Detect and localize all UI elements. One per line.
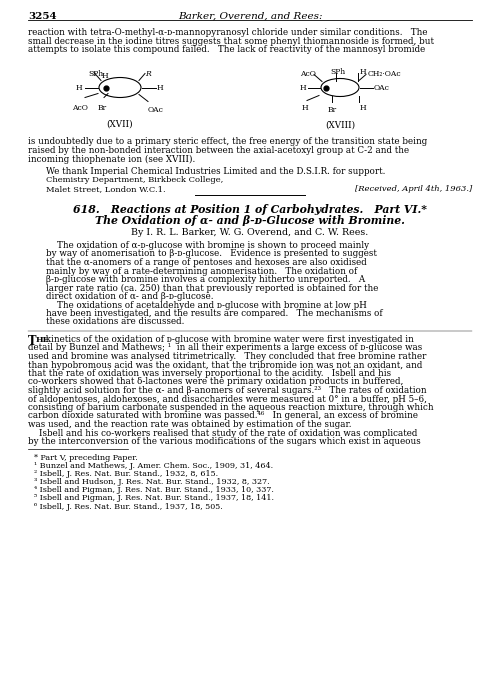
Text: AcO: AcO bbox=[72, 103, 88, 111]
Text: By I. R. L. Barker, W. G. Overend, and C. W. Rees.: By I. R. L. Barker, W. G. Overend, and C… bbox=[132, 228, 368, 237]
Text: slightly acid solution for the α- and β-anomers of several sugars.²³   The rates: slightly acid solution for the α- and β-… bbox=[28, 386, 426, 395]
Text: R: R bbox=[145, 69, 151, 77]
Text: ⁴ Isbell and Pigman, J. Res. Nat. Bur. Stand., 1933, 10, 337.: ⁴ Isbell and Pigman, J. Res. Nat. Bur. S… bbox=[34, 486, 274, 494]
Text: H: H bbox=[300, 84, 306, 92]
Text: H: H bbox=[360, 103, 366, 111]
Text: SPh: SPh bbox=[88, 69, 104, 77]
Text: H: H bbox=[102, 73, 108, 81]
Text: H: H bbox=[360, 69, 366, 77]
Text: reaction with tetra-Ο-methyl-α-ᴅ-mannopyranosyl chloride under similar condition: reaction with tetra-Ο-methyl-α-ᴅ-mannopy… bbox=[28, 28, 427, 37]
Text: Br: Br bbox=[328, 105, 337, 113]
Text: ⁵ Isbell and Pigman, J. Res. Nat. Bur. Stand., 1937, 18, 141.: ⁵ Isbell and Pigman, J. Res. Nat. Bur. S… bbox=[34, 494, 274, 502]
Text: Br: Br bbox=[98, 103, 107, 111]
Text: carbon dioxide saturated with bromine was passed.⁴⁶   In general, an excess of b: carbon dioxide saturated with bromine wa… bbox=[28, 411, 418, 420]
Text: * Part V, preceding Paper.: * Part V, preceding Paper. bbox=[34, 454, 138, 462]
Text: these oxidations are discussed.: these oxidations are discussed. bbox=[46, 318, 184, 327]
Text: 618.   Reactions at Position 1 of Carbohydrates.   Part VI.*: 618. Reactions at Position 1 of Carbohyd… bbox=[73, 204, 427, 215]
Text: than hypobromous acid was the oxidant, that the tribromide ion was not an oxidan: than hypobromous acid was the oxidant, t… bbox=[28, 361, 422, 369]
Text: SPh: SPh bbox=[330, 69, 345, 77]
Text: attempts to isolate this compound failed.   The lack of reactivity of the mannos: attempts to isolate this compound failed… bbox=[28, 45, 425, 54]
Text: 3254: 3254 bbox=[28, 12, 56, 21]
Text: ⁶ Isbell, J. Res. Nat. Bur. Stand., 1937, 18, 505.: ⁶ Isbell, J. Res. Nat. Bur. Stand., 1937… bbox=[34, 502, 223, 511]
Text: kinetics of the oxidation of ᴅ-glucose with bromine water were first investigate: kinetics of the oxidation of ᴅ-glucose w… bbox=[43, 335, 414, 344]
Text: direct oxidation of α- and β-ᴅ-glucose.: direct oxidation of α- and β-ᴅ-glucose. bbox=[46, 292, 213, 301]
Text: consisting of barium carbonate suspended in the aqueous reaction mixture, throug: consisting of barium carbonate suspended… bbox=[28, 403, 434, 412]
Text: by the interconversion of the various modifications of the sugars which exist in: by the interconversion of the various mo… bbox=[28, 437, 421, 446]
Text: mainly by way of a rate-determining anomerisation.   The oxidation of: mainly by way of a rate-determining anom… bbox=[46, 266, 357, 276]
Text: ³ Isbell and Hudson, J. Res. Nat. Bur. Stand., 1932, 8, 327.: ³ Isbell and Hudson, J. Res. Nat. Bur. S… bbox=[34, 478, 270, 486]
Text: AcO: AcO bbox=[300, 69, 316, 77]
Text: The Oxidation of α- and β-ᴅ-Glucose with Bromine.: The Oxidation of α- and β-ᴅ-Glucose with… bbox=[95, 215, 405, 226]
Text: used and bromine was analysed titrimetrically.   They concluded that free bromin: used and bromine was analysed titrimetri… bbox=[28, 352, 426, 361]
Text: Barker, Overend, and Rees:: Barker, Overend, and Rees: bbox=[178, 12, 322, 21]
Text: We thank Imperial Chemical Industries Limited and the D.S.I.R. for support.: We thank Imperial Chemical Industries Li… bbox=[46, 167, 386, 176]
Text: is undoubtedly due to a primary steric effect, the free energy of the transition: is undoubtedly due to a primary steric e… bbox=[28, 138, 427, 147]
Text: by way of anomerisation to β-ᴅ-glucose.   Evidence is presented to suggest: by way of anomerisation to β-ᴅ-glucose. … bbox=[46, 249, 377, 259]
Text: detail by Bunzel and Mathews; ¹  in all their experiments a large excess of ᴅ-gl: detail by Bunzel and Mathews; ¹ in all t… bbox=[28, 344, 422, 352]
Text: of aldopentoses, aldohexoses, and disaccharides were measured at 0° in a buffer,: of aldopentoses, aldohexoses, and disacc… bbox=[28, 394, 427, 403]
Text: that the rate of oxidation was inversely proportional to the acidity.   Isbell a: that the rate of oxidation was inversely… bbox=[28, 369, 391, 378]
Text: have been investigated, and the results are compared.   The mechanisms of: have been investigated, and the results … bbox=[46, 309, 382, 318]
Text: HE: HE bbox=[36, 336, 49, 344]
Text: [Received, April 4th, 1963.]: [Received, April 4th, 1963.] bbox=[355, 185, 472, 193]
Text: raised by the non-bonded interaction between the axial-acetoxyl group at C-2 and: raised by the non-bonded interaction bet… bbox=[28, 146, 409, 155]
Text: co-workers showed that δ-lactones were the primary oxidation products in buffere: co-workers showed that δ-lactones were t… bbox=[28, 378, 404, 386]
Text: larger rate ratio (ca. 250) than that previously reported is obtained for the: larger rate ratio (ca. 250) than that pr… bbox=[46, 284, 378, 293]
Text: OAc: OAc bbox=[148, 105, 164, 113]
Text: Chemistry Department, Birkbeck College,: Chemistry Department, Birkbeck College, bbox=[46, 177, 223, 185]
Text: that the α-anomers of a range of pentoses and hexoses are also oxidised: that the α-anomers of a range of pentose… bbox=[46, 258, 367, 267]
Text: β-ᴅ-glucose with bromine involves a complexity hitherto unreported.   A: β-ᴅ-glucose with bromine involves a comp… bbox=[46, 275, 365, 284]
Text: (XVII): (XVII) bbox=[106, 120, 134, 128]
Text: ² Isbell, J. Res. Nat. Bur. Stand., 1932, 8, 615.: ² Isbell, J. Res. Nat. Bur. Stand., 1932… bbox=[34, 470, 218, 478]
Text: OAc: OAc bbox=[374, 84, 390, 92]
Text: The oxidations of acetaldehyde and ᴅ-glucose with bromine at low pH: The oxidations of acetaldehyde and ᴅ-glu… bbox=[46, 301, 367, 310]
Text: Malet Street, London W.C.1.: Malet Street, London W.C.1. bbox=[46, 185, 166, 193]
Text: T: T bbox=[28, 335, 36, 348]
Text: The oxidation of α-ᴅ-glucose with bromine is shown to proceed mainly: The oxidation of α-ᴅ-glucose with bromin… bbox=[46, 241, 369, 250]
Text: small decrease in the iodine titres suggests that some phenyl thiomannoside is f: small decrease in the iodine titres sugg… bbox=[28, 37, 434, 45]
Text: H: H bbox=[302, 103, 308, 111]
Text: H: H bbox=[76, 84, 82, 92]
Text: was used, and the reaction rate was obtained by estimation of the sugar.: was used, and the reaction rate was obta… bbox=[28, 420, 351, 429]
Text: ¹ Bunzel and Mathews, J. Amer. Chem. Soc., 1909, 31, 464.: ¹ Bunzel and Mathews, J. Amer. Chem. Soc… bbox=[34, 462, 273, 470]
Text: H: H bbox=[157, 84, 164, 92]
Text: (XVIII): (XVIII) bbox=[325, 120, 355, 130]
Text: CH₂·OAc: CH₂·OAc bbox=[368, 69, 402, 77]
Text: Isbell and his co-workers realised that study of the rate of oxidation was compl: Isbell and his co-workers realised that … bbox=[28, 428, 417, 437]
Text: incoming thiophenate ion (see XVIII).: incoming thiophenate ion (see XVIII). bbox=[28, 155, 195, 164]
